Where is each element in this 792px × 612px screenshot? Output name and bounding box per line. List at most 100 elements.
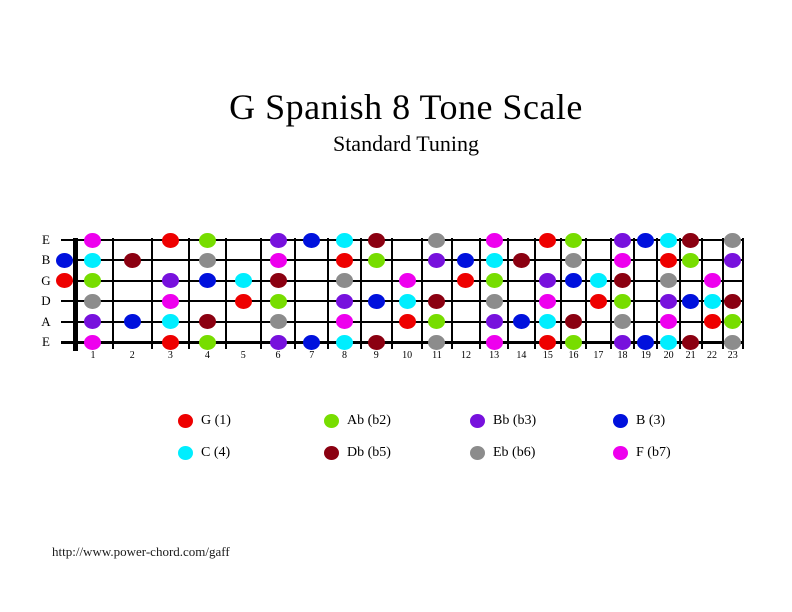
note-dot-F — [269, 252, 287, 268]
fret-line — [721, 238, 724, 349]
fret-number: 14 — [516, 350, 527, 361]
fret-number: 3 — [167, 350, 173, 361]
legend-dot-Ab — [324, 414, 339, 428]
fret-number: 13 — [489, 350, 500, 361]
legend-label-Db: Db (b5) — [347, 445, 391, 460]
note-dot-Db — [724, 293, 742, 309]
note-dot-Db — [682, 334, 700, 350]
fret-line — [224, 238, 227, 349]
fret-line — [390, 238, 393, 349]
note-dot-G — [703, 314, 721, 330]
fret-line — [700, 238, 703, 349]
fret-number: 16 — [568, 350, 579, 361]
note-dot-G — [660, 252, 678, 268]
note-dot-Eb — [428, 334, 446, 350]
note-dot-G — [234, 293, 252, 309]
note-dot-F — [660, 314, 678, 330]
legend-label-G: G (1) — [201, 413, 231, 428]
note-dot-G — [161, 334, 179, 350]
fret-line — [742, 238, 744, 349]
string-label: E — [42, 334, 50, 349]
note-dot-F — [336, 314, 354, 330]
note-dot-G — [539, 232, 557, 248]
note-dot-B — [123, 314, 141, 330]
note-dot-Bb — [84, 314, 102, 330]
note-dot-Ab — [485, 273, 503, 289]
fret-number: 12 — [460, 350, 471, 361]
note-dot-C — [703, 293, 721, 309]
fret-number: 22 — [707, 350, 718, 361]
note-dot-C — [398, 293, 416, 309]
note-dot-C — [660, 232, 678, 248]
note-dot-B — [564, 273, 582, 289]
note-dot-C — [485, 252, 503, 268]
note-dot-Eb — [564, 252, 582, 268]
string-label: E — [42, 232, 50, 247]
note-dot-Db — [123, 252, 141, 268]
note-dot-Eb — [269, 314, 287, 330]
fret-number: 23 — [727, 350, 738, 361]
legend-dot-C — [178, 446, 193, 460]
note-dot-C — [84, 252, 102, 268]
note-dot-B — [637, 334, 655, 350]
fret-line — [359, 238, 362, 349]
fret-line — [327, 238, 330, 349]
note-dot-C — [336, 232, 354, 248]
note-dot-B — [55, 252, 73, 268]
legend-label-F: F (b7) — [636, 445, 671, 460]
fret-line — [533, 238, 536, 349]
note-dot-C — [336, 334, 354, 350]
note-dot-G — [398, 314, 416, 330]
note-dot-Eb — [336, 273, 354, 289]
fret-line — [294, 238, 297, 349]
note-dot-G — [539, 334, 557, 350]
fret-line — [479, 238, 482, 349]
note-dot-F — [485, 232, 503, 248]
legend-dot-Bb — [470, 414, 485, 428]
string-label: G — [41, 272, 51, 288]
fret-line — [259, 238, 262, 349]
note-dot-B — [512, 314, 530, 330]
note-dot-Eb — [84, 293, 102, 309]
note-dot-Eb — [198, 252, 216, 268]
fret-number: 6 — [275, 350, 281, 361]
note-dot-F — [84, 232, 102, 248]
fret-number: 7 — [309, 350, 315, 361]
fret-number: 17 — [593, 350, 604, 361]
fret-line — [421, 238, 424, 349]
note-dot-C — [234, 273, 252, 289]
footer-url: http://www.power-chord.com/gaff — [52, 544, 230, 559]
fret-line — [506, 238, 509, 349]
note-dot-G — [457, 273, 475, 289]
fret-number: 1 — [90, 350, 96, 361]
note-dot-Db — [512, 252, 530, 268]
note-dot-F — [614, 252, 631, 268]
note-dot-Db — [198, 314, 216, 330]
fret-number: 5 — [240, 350, 246, 361]
fret-number: 18 — [617, 350, 628, 361]
note-dot-G — [55, 273, 73, 289]
fret-line — [559, 238, 562, 349]
legend-label-Eb: Eb (b6) — [493, 445, 536, 460]
note-dot-G — [161, 232, 179, 248]
note-dot-Db — [367, 232, 385, 248]
legend-item-C: C (4) — [178, 445, 230, 461]
note-dot-Bb — [161, 273, 179, 289]
fret-number: 9 — [373, 350, 379, 361]
string-label: B — [41, 252, 51, 268]
note-dot-B — [303, 334, 321, 350]
string-line — [61, 239, 743, 241]
note-dot-Ab — [198, 334, 216, 350]
note-dot-Db — [428, 293, 446, 309]
note-dot-Bb — [269, 232, 287, 248]
note-dot-Ab — [614, 293, 631, 309]
note-dot-Bb — [614, 232, 631, 248]
fret-line — [111, 238, 114, 349]
legend-label-Bb: Bb (b3) — [493, 413, 537, 428]
note-dot-Ab — [367, 252, 385, 268]
note-dot-C — [660, 334, 678, 350]
fret-number: 10 — [402, 350, 413, 361]
legend-label-B: B (3) — [636, 413, 666, 428]
fret-number: 20 — [663, 350, 674, 361]
note-dot-Eb — [660, 273, 678, 289]
